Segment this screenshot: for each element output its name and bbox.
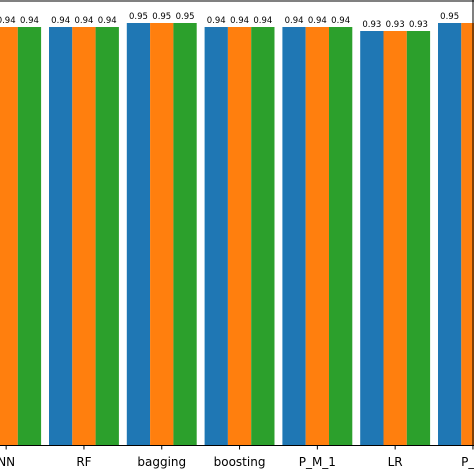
bar-P_M_1-series-2 — [305, 27, 329, 446]
x-tick-label-P_M_1: P_M_1 — [299, 455, 336, 469]
bar-NN-series-2 — [0, 27, 18, 446]
value-label-bagging-series-3: 0.95 — [176, 12, 195, 22]
bar-P_M_1-series-3 — [329, 27, 353, 446]
bar-boosting-series-3 — [251, 27, 275, 446]
x-tick-label-bagging: bagging — [137, 455, 186, 469]
bar-bagging-series-3 — [173, 23, 197, 446]
bar-boosting-series-2 — [227, 27, 252, 446]
value-label-P_M_1-series-3: 0.94 — [331, 16, 350, 26]
value-label-RF-series-3: 0.94 — [98, 16, 117, 26]
x-tick-label-boosting: boosting — [214, 455, 266, 469]
value-label-boosting-series-3: 0.94 — [253, 16, 272, 26]
value-label-bagging-series-1: 0.95 — [129, 12, 148, 22]
value-label-NN-series-2: 0.94 — [0, 16, 16, 26]
value-label-LR-series-1: 0.93 — [362, 20, 381, 30]
value-label-LR-series-3: 0.93 — [409, 20, 428, 30]
bar-bagging-series-2 — [150, 23, 174, 446]
bar-LR-series-2 — [383, 31, 407, 446]
value-label-RF-series-2: 0.94 — [74, 16, 93, 26]
bars-layer — [0, 23, 474, 446]
value-label-RF-series-1: 0.94 — [51, 16, 70, 26]
bar-RF-series-1 — [49, 27, 73, 446]
bar-boosting-series-1 — [204, 27, 228, 446]
x-tick-label-P_M: P_M — [461, 455, 474, 469]
x-tick-label-LR: LR — [388, 455, 403, 469]
bar-P_M-series-1 — [438, 23, 462, 446]
value-label-boosting-series-2: 0.94 — [230, 16, 249, 26]
value-label-P_M_1-series-2: 0.94 — [308, 16, 327, 26]
bar-NN-series-3 — [17, 27, 42, 446]
value-label-boosting-series-1: 0.94 — [207, 16, 226, 26]
bar-bagging-series-1 — [126, 23, 151, 446]
x-tick-label-RF: RF — [76, 455, 91, 469]
bar-P_M-series-2 — [461, 23, 474, 446]
value-label-LR-series-2: 0.93 — [386, 20, 405, 30]
x-ticks-layer: NN RF bagging boosting P_M_1 LR P_M — [0, 445, 474, 469]
bar-RF-series-3 — [95, 27, 119, 446]
bar-LR-series-3 — [406, 31, 431, 446]
value-label-P_M-series-1: 0.95 — [440, 12, 459, 22]
value-label-bagging-series-2: 0.95 — [152, 12, 171, 22]
value-label-NN-series-3: 0.94 — [20, 16, 39, 26]
value-label-P_M_1-series-1: 0.94 — [285, 16, 304, 26]
bar-P_M_1-series-1 — [282, 27, 306, 446]
bar-RF-series-2 — [72, 27, 96, 446]
x-tick-label-NN: NN — [0, 455, 15, 469]
bar-LR-series-1 — [360, 31, 384, 446]
value-labels-layer: 0.94 0.94 0.94 0.94 0.94 0.94 0.95 0.95 0.95 0.94… — [0, 12, 459, 30]
